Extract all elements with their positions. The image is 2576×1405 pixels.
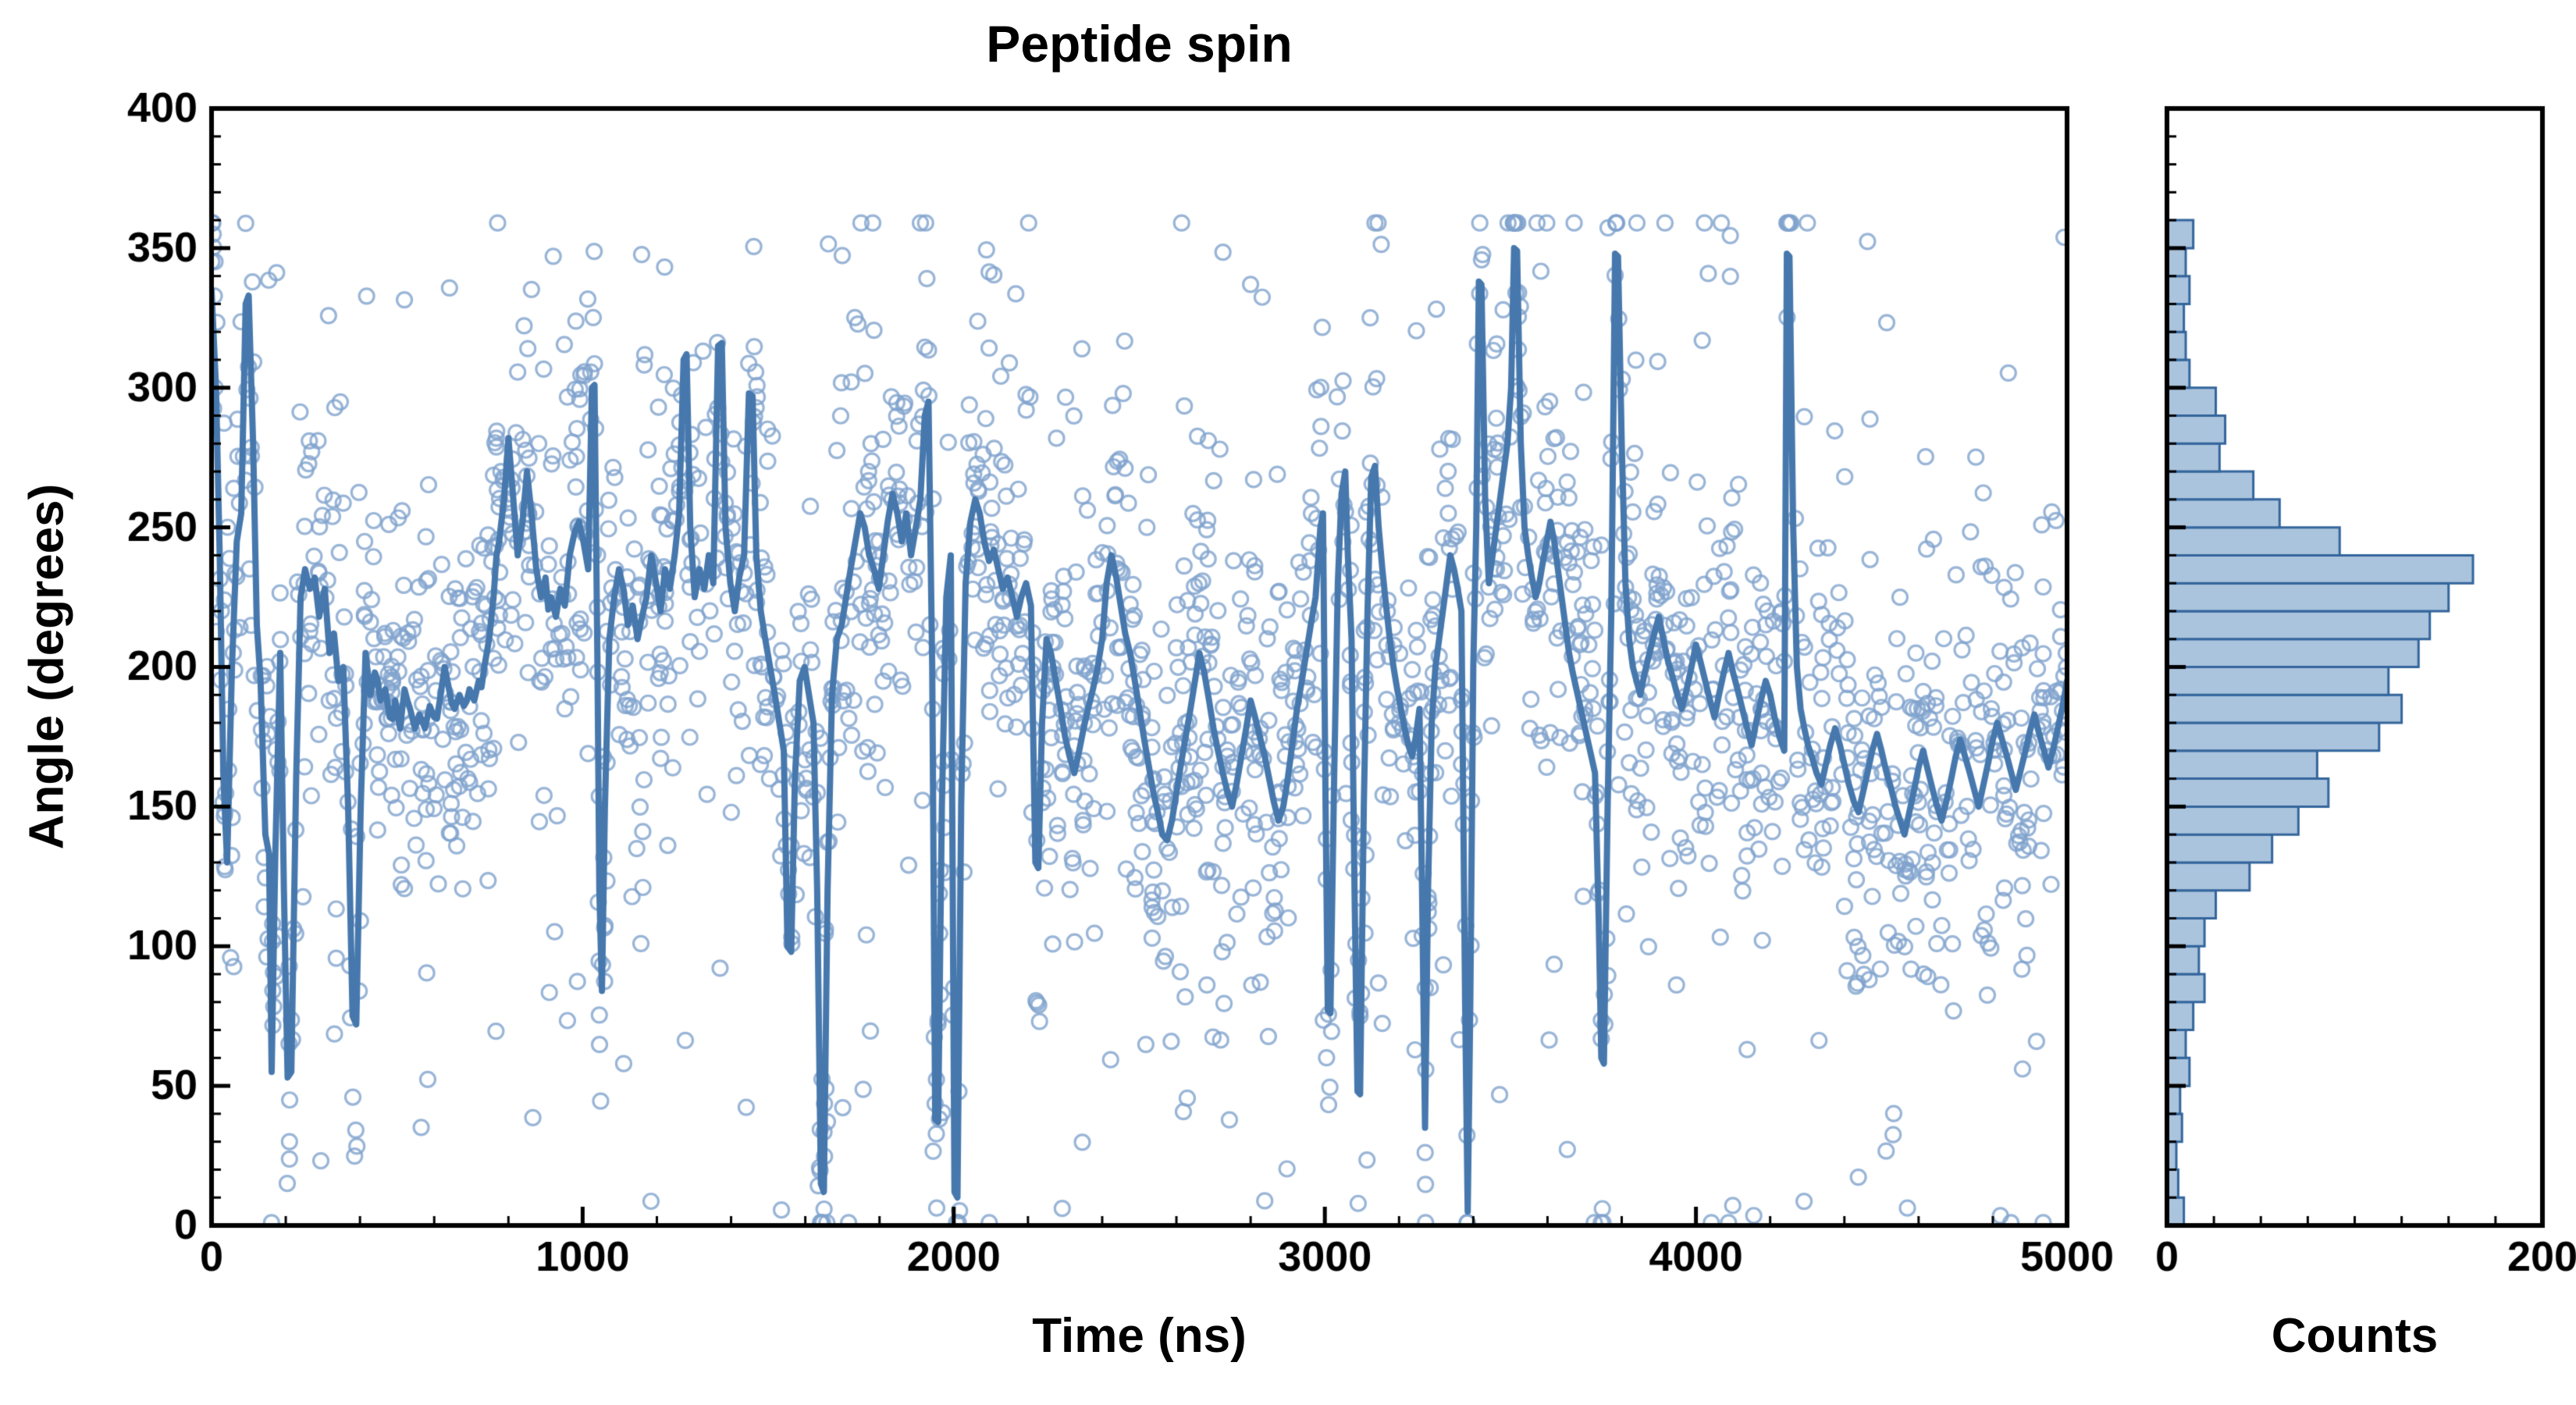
x-axis-label: Time (ns) (1032, 1309, 1247, 1363)
y-axis-label: Angle (degrees) (20, 483, 74, 850)
hist-x-axis-label: Counts (2271, 1309, 2439, 1363)
chart-title: Peptide spin (986, 15, 1293, 73)
